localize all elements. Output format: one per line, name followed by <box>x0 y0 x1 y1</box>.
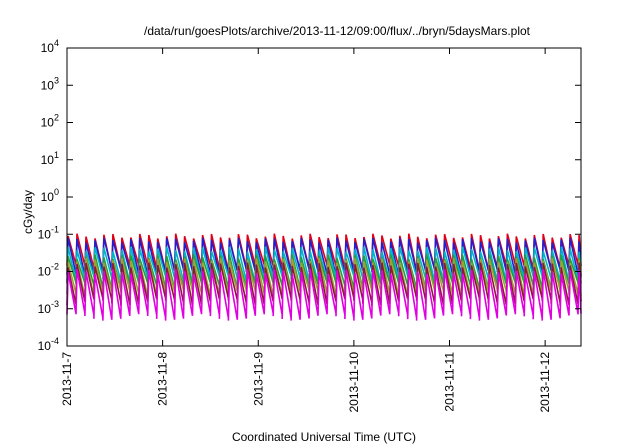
y-tick-label: 101 <box>41 150 59 167</box>
series-line-7 <box>66 269 582 321</box>
y-tick-base: 10 <box>41 41 55 55</box>
chart-title: /data/run/goesPlots/archive/2013-11-12/0… <box>144 24 531 38</box>
y-tick-exponent: -3 <box>51 299 59 309</box>
y-tick-label: 10-1 <box>38 224 59 241</box>
x-tick-label: 2013-11-11 <box>443 352 457 412</box>
y-tick-label: 10-4 <box>38 336 59 353</box>
series-layer <box>66 233 582 321</box>
y-tick-base: 10 <box>41 190 55 204</box>
y-tick-base: 10 <box>41 153 55 167</box>
y-tick-base: 10 <box>41 116 55 130</box>
y-tick-label: 104 <box>41 38 59 55</box>
y-axis-label: cGy/day <box>21 190 35 234</box>
y-tick-exponent: 3 <box>54 75 59 85</box>
y-tick-exponent: -1 <box>51 224 59 234</box>
y-tick-label: 10-2 <box>38 262 59 279</box>
x-tick-label: 2013-11-10 <box>347 352 361 413</box>
y-tick-exponent: 1 <box>54 150 59 160</box>
y-tick-exponent: 0 <box>54 187 59 197</box>
y-tick-base: 10 <box>38 265 52 279</box>
y-tick-exponent: 2 <box>54 113 59 123</box>
y-tick-base: 10 <box>38 339 52 353</box>
y-tick-base: 10 <box>38 227 52 241</box>
y-tick-label: 102 <box>41 113 59 130</box>
x-tick-label: 2013-11-9 <box>251 352 265 406</box>
y-tick-exponent: -2 <box>51 262 59 272</box>
x-tick-label: 2013-11-12 <box>538 352 552 413</box>
y-tick-exponent: -4 <box>51 336 59 346</box>
y-tick-label: 10-3 <box>38 299 59 316</box>
y-tick-label: 103 <box>41 75 59 92</box>
x-tick-label: 2013-11-7 <box>60 352 74 406</box>
x-axis-label: Coordinated Universal Time (UTC) <box>232 430 416 444</box>
x-tick-label: 2013-11-8 <box>156 352 170 406</box>
y-tick-label: 100 <box>41 187 59 204</box>
y-tick-base: 10 <box>41 78 55 92</box>
y-tick-base: 10 <box>38 302 52 316</box>
y-tick-exponent: 4 <box>54 38 59 48</box>
series-line-6 <box>66 262 582 306</box>
x-axis: 2013-11-7 2013-11-8 2013-11-9 2013-11-10 201… <box>60 48 552 413</box>
